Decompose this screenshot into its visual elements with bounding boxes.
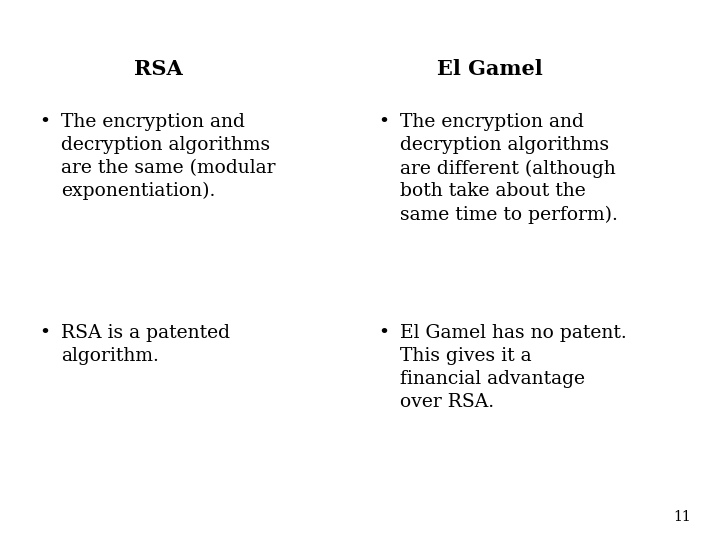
Text: The encryption and
decryption algorithms
are the same (modular
exponentiation).: The encryption and decryption algorithms… xyxy=(61,113,276,200)
Text: •: • xyxy=(378,113,389,131)
Text: •: • xyxy=(40,324,50,342)
Text: 11: 11 xyxy=(673,510,691,524)
Text: •: • xyxy=(378,324,389,342)
Text: El Gamel: El Gamel xyxy=(437,59,542,79)
Text: RSA is a patented
algorithm.: RSA is a patented algorithm. xyxy=(61,324,230,365)
Text: The encryption and
decryption algorithms
are different (although
both take about: The encryption and decryption algorithms… xyxy=(400,113,618,224)
Text: RSA: RSA xyxy=(134,59,183,79)
Text: •: • xyxy=(40,113,50,131)
Text: El Gamel has no patent.
This gives it a
financial advantage
over RSA.: El Gamel has no patent. This gives it a … xyxy=(400,324,626,411)
